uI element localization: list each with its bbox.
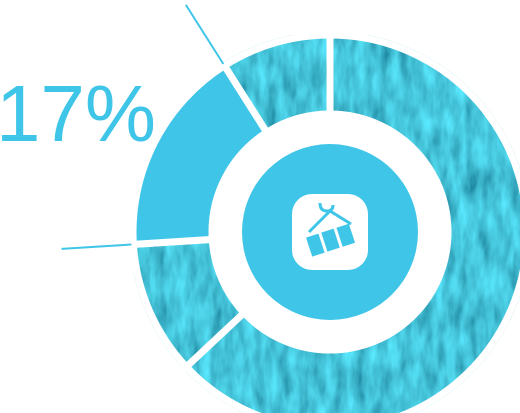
- leader-lines: [61, 4, 225, 250]
- segment-border: [181, 31, 520, 413]
- segment-border: [219, 31, 334, 138]
- leader-line: [185, 4, 225, 65]
- value-label: 17%: [0, 69, 156, 158]
- crane-icon: [292, 194, 368, 270]
- leader-line: [61, 243, 132, 250]
